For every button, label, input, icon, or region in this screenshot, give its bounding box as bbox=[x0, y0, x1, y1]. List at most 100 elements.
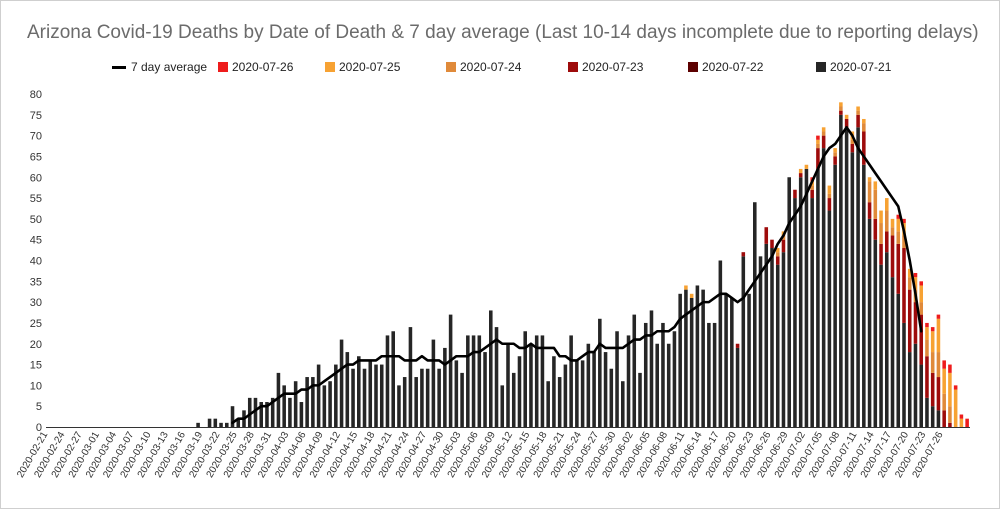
bar-segment-2020-07-21 bbox=[643, 322, 648, 427]
y-tick-label: 0 bbox=[36, 422, 42, 434]
bar-segment-2020-07-24 bbox=[821, 131, 826, 136]
bar-segment-2020-07-21 bbox=[299, 402, 304, 427]
y-tick-label: 55 bbox=[30, 193, 42, 205]
y-tick-label: 60 bbox=[30, 172, 42, 184]
bar-segment-2020-07-21 bbox=[902, 322, 906, 427]
bar-segment-2020-07-21 bbox=[821, 148, 826, 428]
bar-segment-2020-07-21 bbox=[827, 210, 832, 427]
bar-segment-2020-07-21 bbox=[741, 256, 746, 427]
legend-swatch-icon bbox=[218, 62, 228, 72]
bar-segment-2020-07-24 bbox=[816, 143, 820, 149]
bar-segment-2020-07-21 bbox=[580, 360, 585, 427]
y-tick-label: 35 bbox=[30, 276, 42, 288]
bar-segment-2020-07-21 bbox=[930, 406, 935, 427]
bar-segment-2020-07-21 bbox=[569, 335, 573, 427]
bar-segment-2020-07-21 bbox=[265, 402, 269, 427]
bar-segment-2020-07-21 bbox=[316, 364, 321, 427]
y-tick-label: 5 bbox=[36, 401, 42, 413]
bar-segment-2020-07-21 bbox=[466, 335, 470, 427]
bar-segment-2020-07-21 bbox=[397, 385, 401, 427]
bar-segment-2020-07-25 bbox=[844, 114, 849, 119]
y-tick-label: 25 bbox=[30, 318, 42, 330]
bar-segment-2020-07-23 bbox=[902, 248, 906, 323]
bar-segment-2020-07-25 bbox=[827, 185, 832, 194]
bar-segment-2020-07-23 bbox=[913, 302, 918, 344]
bar-segment-2020-07-21 bbox=[907, 352, 912, 427]
legend-label: 2020-07-22 bbox=[702, 60, 764, 74]
y-tick-label: 65 bbox=[30, 151, 42, 163]
bar-segment-2020-07-24 bbox=[925, 339, 929, 357]
bar-segment-2020-07-26 bbox=[896, 214, 901, 219]
bar-segment-2020-07-21 bbox=[454, 360, 459, 427]
bar-segment-2020-07-21 bbox=[362, 368, 367, 427]
bar-segment-2020-07-23 bbox=[827, 198, 832, 211]
bar-segment-2020-07-21 bbox=[684, 289, 688, 427]
bar-segment-2020-07-25 bbox=[907, 268, 912, 278]
legend-label: 2020-07-26 bbox=[232, 60, 294, 74]
bar-segment-2020-07-26 bbox=[930, 327, 935, 332]
bar-segment-2020-07-21 bbox=[781, 252, 786, 427]
bar-segment-2020-07-26 bbox=[925, 322, 929, 328]
bar-segment-2020-07-23 bbox=[907, 289, 912, 353]
bar-segment-2020-07-21 bbox=[529, 343, 533, 427]
bar-segment-2020-07-23 bbox=[850, 143, 855, 153]
bar-segment-2020-07-24 bbox=[827, 193, 832, 199]
bar-segment-2020-07-23 bbox=[862, 131, 866, 165]
bar-segment-2020-07-21 bbox=[810, 198, 814, 427]
bar-segment-2020-07-21 bbox=[678, 293, 682, 427]
bar-segment-2020-07-21 bbox=[511, 372, 516, 427]
bar-segment-2020-07-26 bbox=[816, 135, 820, 140]
bar-segment-2020-07-21 bbox=[431, 339, 436, 427]
bar-segment-2020-07-23 bbox=[810, 189, 814, 199]
bar-segment-2020-07-24 bbox=[930, 352, 935, 373]
bar-segment-2020-07-23 bbox=[781, 239, 786, 253]
legend-swatch-icon bbox=[325, 62, 335, 72]
bar-segment-2020-07-24 bbox=[867, 181, 872, 203]
bar-segment-2020-07-21 bbox=[534, 335, 539, 427]
bar-segment-2020-07-21 bbox=[230, 406, 235, 427]
bar-segment-2020-07-21 bbox=[489, 310, 493, 427]
bar-segment-2020-07-21 bbox=[638, 372, 642, 427]
bar-segment-2020-07-21 bbox=[925, 397, 929, 427]
bar-segment-2020-07-26 bbox=[919, 281, 923, 286]
bar-segment-2020-07-25 bbox=[913, 277, 918, 290]
bar-segment-2020-07-21 bbox=[598, 318, 602, 427]
bar-segment-2020-07-21 bbox=[247, 397, 252, 427]
bar-segment-2020-07-25 bbox=[925, 327, 929, 340]
bar-segment-2020-07-25 bbox=[862, 118, 866, 124]
bar-segment-2020-07-23 bbox=[873, 218, 878, 240]
legend-swatch-icon bbox=[688, 62, 698, 72]
bar-segment-2020-07-21 bbox=[334, 364, 338, 427]
bar-segment-2020-07-25 bbox=[879, 210, 883, 224]
y-tick-label: 10 bbox=[30, 380, 42, 392]
legend-swatch-icon bbox=[568, 62, 578, 72]
bar-segment-2020-07-21 bbox=[420, 368, 424, 427]
bar-segment-2020-07-21 bbox=[816, 168, 820, 428]
bar-segment-2020-07-23 bbox=[844, 118, 849, 128]
bar-segment-2020-07-23 bbox=[879, 243, 883, 265]
bar-segment-2020-07-21 bbox=[764, 243, 769, 427]
bar-segment-2020-07-21 bbox=[724, 293, 728, 427]
bar-segment-2020-07-21 bbox=[207, 418, 212, 427]
seven-day-average-line bbox=[231, 126, 923, 425]
y-tick-label: 80 bbox=[30, 89, 42, 101]
bar-segment-2020-07-24 bbox=[902, 235, 906, 249]
bar-segment-2020-07-21 bbox=[259, 402, 263, 427]
bar-segment-2020-07-21 bbox=[913, 343, 918, 427]
bar-segment-2020-07-23 bbox=[798, 173, 803, 178]
bar-segment-2020-07-25 bbox=[936, 318, 941, 353]
bar-segment-2020-07-23 bbox=[741, 252, 746, 257]
bar-segment-2020-07-23 bbox=[821, 135, 826, 149]
bar-segment-2020-07-21 bbox=[483, 352, 487, 427]
bar-segment-2020-07-21 bbox=[793, 198, 797, 427]
bar-segment-2020-07-23 bbox=[948, 422, 952, 427]
bar-segment-2020-07-21 bbox=[798, 177, 803, 427]
bar-segment-2020-07-21 bbox=[219, 422, 223, 427]
bar-segment-2020-07-21 bbox=[437, 368, 441, 427]
bar-segment-2020-07-21 bbox=[575, 360, 579, 427]
bar-segment-2020-07-23 bbox=[936, 377, 941, 411]
bar-segment-2020-07-23 bbox=[770, 239, 774, 249]
bar-segment-2020-07-26 bbox=[942, 360, 946, 369]
bar-segment-2020-07-21 bbox=[374, 364, 378, 427]
